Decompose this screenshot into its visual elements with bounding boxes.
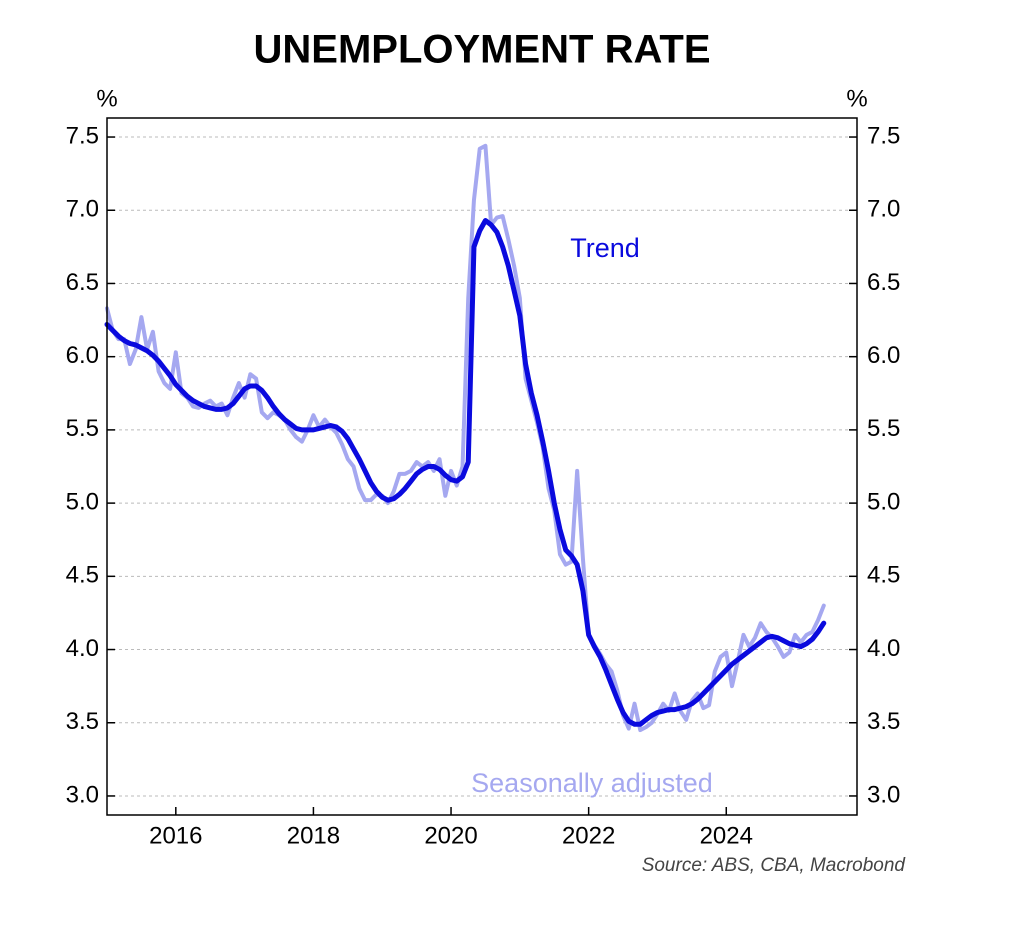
series-line <box>105 143 826 733</box>
y-tick-label: 5.0 <box>867 488 900 515</box>
chart-title: UNEMPLOYMENT RATE <box>253 28 710 72</box>
y-unit-right: % <box>846 85 867 112</box>
plot-area <box>104 136 857 797</box>
y-tick-label: 3.0 <box>867 781 900 808</box>
y-tick-label: 3.0 <box>66 781 99 808</box>
plot-frame <box>106 117 858 816</box>
y-tick-label: 7.5 <box>66 122 99 149</box>
y-tick-label: 6.0 <box>867 342 900 369</box>
x-tick-label: 2024 <box>700 822 753 849</box>
y-tick-label: 4.0 <box>867 635 900 662</box>
y-tick-label: 4.5 <box>66 562 99 589</box>
x-tick-label: 2022 <box>562 822 615 849</box>
x-tick-label: 2018 <box>287 822 340 849</box>
x-tick-label: 2016 <box>149 822 202 849</box>
y-tick-label: 7.0 <box>66 196 99 223</box>
y-tick-label: 4.0 <box>66 635 99 662</box>
series-label: Trend <box>570 233 640 263</box>
y-tick-label: 6.5 <box>867 269 900 296</box>
series-label: Seasonally adjusted <box>471 768 713 798</box>
y-tick-label: 5.5 <box>867 415 900 442</box>
y-tick-label: 3.5 <box>66 708 99 735</box>
y-tick-label: 5.5 <box>66 415 99 442</box>
y-tick-label: 7.0 <box>867 196 900 223</box>
x-tick-label: 2020 <box>424 822 477 849</box>
y-tick-label: 4.5 <box>867 562 900 589</box>
y-tick-label: 6.0 <box>66 342 99 369</box>
y-unit-left: % <box>96 85 117 112</box>
y-tick-label: 3.5 <box>867 708 900 735</box>
y-tick-label: 6.5 <box>66 269 99 296</box>
y-tick-label: 7.5 <box>867 122 900 149</box>
series-line <box>104 218 827 727</box>
y-tick-label: 5.0 <box>66 488 99 515</box>
source-note: Source: ABS, CBA, Macrobond <box>642 855 907 876</box>
